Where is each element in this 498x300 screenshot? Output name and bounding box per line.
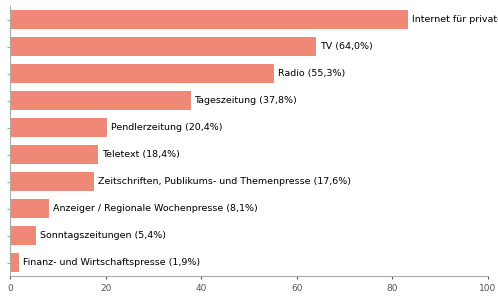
Bar xyxy=(10,226,36,245)
Text: Pendlerzeitung (20,4%): Pendlerzeitung (20,4%) xyxy=(112,123,223,132)
Bar xyxy=(10,253,19,272)
Bar xyxy=(10,199,49,218)
Bar xyxy=(10,64,274,83)
Bar xyxy=(10,91,191,110)
Text: TV (64,0%): TV (64,0%) xyxy=(320,42,373,51)
Text: Teletext (18,4%): Teletext (18,4%) xyxy=(102,150,180,159)
Bar xyxy=(10,118,108,137)
Bar xyxy=(10,37,316,56)
Text: Internet für private Zwecke (83,2%): Internet für private Zwecke (83,2%) xyxy=(411,15,498,24)
Text: Sonntagszeitungen (5,4%): Sonntagszeitungen (5,4%) xyxy=(40,231,166,240)
Text: Finanz- und Wirtschaftspresse (1,9%): Finanz- und Wirtschaftspresse (1,9%) xyxy=(23,258,200,267)
Text: Anzeiger / Regionale Wochenpresse (8,1%): Anzeiger / Regionale Wochenpresse (8,1%) xyxy=(52,204,257,213)
Text: Tageszeitung (37,8%): Tageszeitung (37,8%) xyxy=(195,96,297,105)
Bar xyxy=(10,10,408,29)
Bar xyxy=(10,172,94,191)
Bar xyxy=(10,145,98,164)
Text: Radio (55,3%): Radio (55,3%) xyxy=(278,69,346,78)
Text: Zeitschriften, Publikums- und Themenpresse (17,6%): Zeitschriften, Publikums- und Themenpres… xyxy=(98,177,351,186)
